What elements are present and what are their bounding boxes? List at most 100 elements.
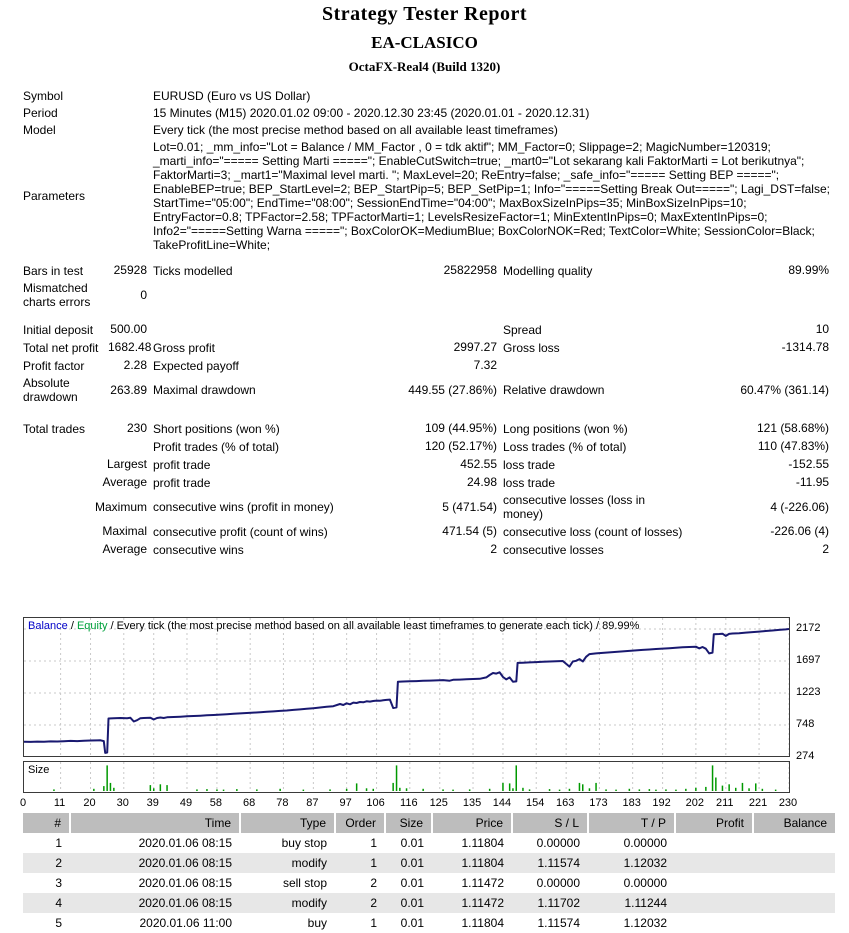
summary-label: Total net profit: [23, 340, 99, 355]
x-tick-label: 125: [429, 797, 448, 809]
summary-label: Period: [23, 106, 58, 120]
summary-label: consecutive wins (profit in money): [153, 500, 334, 514]
trades-cell: [675, 833, 753, 853]
summary-label: Maximum: [94, 499, 147, 514]
size-bar: [755, 783, 757, 791]
legend-balance: Balance: [28, 620, 68, 632]
size-bar: [628, 788, 631, 791]
table-row: 4 2020.01.06 08:15 modify 2 0.01 1.11472 1.117…: [23, 893, 835, 913]
size-panel-canvas: [53, 762, 789, 792]
size-bar: [345, 788, 348, 791]
size-bar: [279, 788, 281, 791]
size-bar: [735, 787, 737, 791]
balance-chart-canvas: [24, 618, 789, 756]
summary-label: Model: [23, 123, 56, 137]
size-bar: [236, 789, 238, 791]
summary-label: Initial deposit: [23, 322, 94, 337]
summary-value: -152.55: [788, 457, 830, 471]
summary-value: 5 (471.54): [442, 499, 497, 514]
size-bar: [166, 785, 168, 791]
row-parameters: Parameters Lot=0.01; _mm_info="Lot = Bal…: [23, 139, 835, 254]
trades-cell: 1.11472: [432, 893, 512, 913]
summary-value: 230: [126, 421, 147, 435]
trades-cell: 1: [370, 916, 377, 930]
size-bar: [422, 788, 424, 791]
row-profit-trades: Profit trades (% of total) 120 (52.17%) …: [23, 438, 835, 456]
legend-equity: Equity: [76, 620, 108, 632]
x-tick-label: 39: [146, 797, 159, 809]
summary-label: loss trade: [503, 457, 556, 472]
row-bars: Bars in test 25928 Ticks modelled 258229…: [23, 262, 835, 280]
row-total-trades: Total trades 230 Short positions (won %)…: [23, 420, 835, 438]
col-tp: T / P: [587, 813, 675, 833]
summary-label: Parameters: [23, 189, 86, 203]
size-bar: [488, 788, 491, 791]
summary-value: 2997.27: [453, 340, 497, 354]
size-panel-label: Size: [28, 764, 50, 776]
trades-cell: 1.11804: [461, 836, 505, 850]
x-tick-label: 183: [622, 797, 641, 809]
trades-cell: [753, 853, 835, 873]
trades-cell: buy stop: [281, 836, 327, 850]
trades-cell: modify: [240, 853, 335, 873]
trades-cell: 1: [370, 836, 377, 850]
table-row: 3 2020.01.06 08:15 sell stop 2 0.01 1.11472 0.…: [23, 873, 835, 893]
size-bar: [548, 789, 551, 791]
balance-chart-section: Balance / Equity / Every tick (the most …: [0, 615, 849, 811]
summary-value: 452.55: [460, 457, 497, 471]
summary-value: 0: [140, 287, 147, 302]
size-bar: [106, 765, 108, 791]
summary-label: Loss trades (% of total): [503, 439, 627, 454]
x-tick-label: 135: [462, 797, 482, 809]
summary-label: Total trades: [23, 421, 86, 436]
trades-cell: 1.11574: [537, 916, 581, 930]
trades-cell: 1.11574: [512, 853, 588, 873]
trades-cell: 0.01: [385, 893, 432, 913]
row-netprofit: Total net profit 1682.48 Gross profit 29…: [23, 339, 835, 357]
row-symbol: Symbol EURUSD (Euro vs US Dollar): [23, 88, 835, 105]
col-order: Order: [334, 813, 385, 833]
summary-value: -1314.78: [781, 340, 830, 354]
y-tick-label: 274: [796, 750, 815, 762]
size-bar: [395, 765, 398, 791]
x-tick-label: 68: [243, 797, 256, 809]
trades-cell: 1.12032: [623, 916, 667, 930]
summary-value: 24.98: [466, 475, 497, 489]
trades-cell: 1.11804: [461, 916, 505, 930]
summary-label: Spread: [503, 322, 542, 337]
x-tick-label: 202: [685, 797, 705, 809]
summary-label: Gross loss: [503, 340, 560, 355]
summary-label: Average: [102, 542, 147, 556]
trades-cell: 2: [370, 876, 377, 890]
x-tick-label: 106: [366, 797, 385, 809]
row-average-consecutive: Average consecutive wins 2 consecutive l…: [23, 541, 835, 559]
summary-label: Maximal: [102, 524, 147, 538]
size-bar: [392, 782, 394, 791]
summary-value: 4 (-226.06): [770, 499, 830, 514]
size-bar: [528, 789, 531, 791]
size-bar: [153, 788, 155, 791]
server-build: OctaFX-Real4 (Build 1320): [348, 59, 501, 74]
col-type: Type: [239, 813, 335, 833]
trades-cell: 1.11472: [461, 876, 505, 890]
size-bar: [399, 787, 401, 791]
size-bar: [711, 765, 714, 791]
size-bar: [256, 789, 258, 791]
legend-description: / Every tick (the most precise method ba…: [107, 620, 640, 632]
trades-cell: buy: [307, 916, 327, 930]
size-bar: [675, 789, 677, 791]
trades-cell: 0.01: [400, 916, 424, 930]
summary-value: 109 (44.95%): [424, 421, 497, 435]
summary-value: Every tick (the most precise method base…: [153, 123, 558, 137]
row-period: Period 15 Minutes (M15) 2020.01.02 09:00…: [23, 105, 835, 122]
summary-value: 7.32: [473, 358, 497, 372]
size-bar: [508, 783, 511, 791]
size-bar: [365, 788, 368, 791]
size-bar: [302, 789, 305, 791]
balance-curve: [24, 628, 789, 754]
table-row: 1 2020.01.06 08:15 buy stop 1 0.01 1.11804 0.0…: [23, 833, 835, 853]
row-model: Model Every tick (the most precise metho…: [23, 122, 835, 139]
summary-value: 25822958: [443, 263, 497, 277]
summary-label: loss trade: [503, 475, 556, 490]
trades-cell: [675, 873, 753, 893]
